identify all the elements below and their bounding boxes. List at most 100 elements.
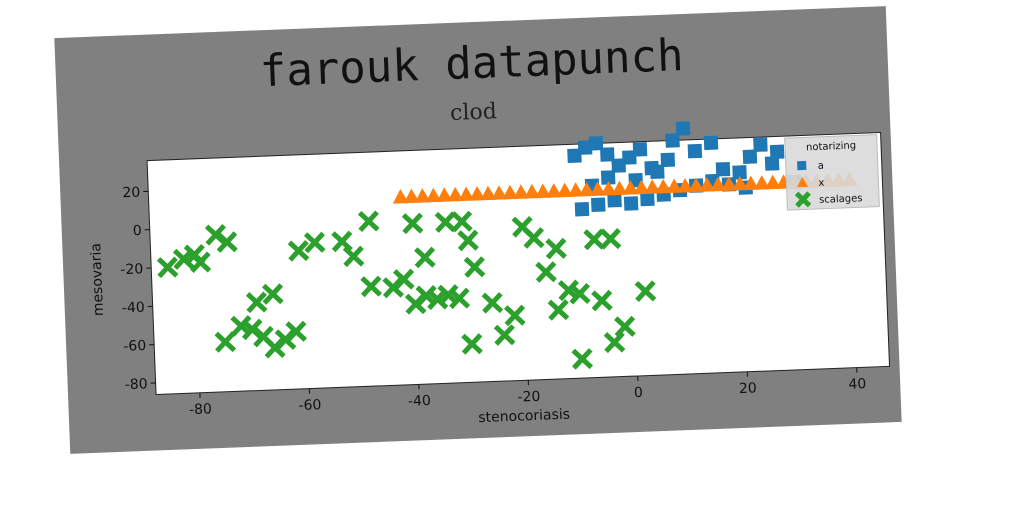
data-point-x xyxy=(458,186,475,202)
x-tick-label: 20 xyxy=(739,380,757,397)
data-point-scalages xyxy=(614,315,636,338)
data-point-x xyxy=(535,183,552,199)
data-point-x xyxy=(710,176,727,192)
data-point-a xyxy=(742,149,758,164)
y-tick-label: -60 xyxy=(123,338,146,355)
x-axis-label: stenocoriasis xyxy=(478,407,570,427)
data-point-a xyxy=(675,121,691,136)
y-tick-label: -40 xyxy=(122,300,145,317)
data-point-scalages xyxy=(603,331,626,354)
data-point-x xyxy=(447,186,464,202)
scatter-plot: -80 -60 -40 -20 0 20 40 20 0 -20 -40 -60 -80 stenoc… xyxy=(88,121,891,427)
data-point-a xyxy=(644,160,659,176)
data-point-scalages xyxy=(393,268,415,291)
data-marks xyxy=(156,121,858,370)
legend-box xyxy=(784,134,880,211)
data-point-x xyxy=(743,175,760,191)
data-point-x xyxy=(622,180,639,195)
data-point-x xyxy=(765,174,782,190)
chart-card: farouk datapunch clod -80 -60 -40 -20 0 20 40 … xyxy=(54,6,902,454)
data-point-a xyxy=(611,158,626,173)
data-point-x xyxy=(666,178,683,194)
data-point-x xyxy=(797,177,809,188)
data-point-x xyxy=(589,181,606,197)
data-point-scalages xyxy=(535,261,557,283)
x-tick-label: -80 xyxy=(189,401,212,418)
data-point-scalages xyxy=(414,246,436,269)
data-point-x xyxy=(469,186,486,201)
data-point-x xyxy=(688,177,705,193)
data-point-scalages xyxy=(214,331,237,353)
data-point-a xyxy=(600,147,615,162)
data-point-x xyxy=(414,188,431,203)
data-point-a xyxy=(732,165,747,180)
data-point-x xyxy=(699,177,716,192)
data-point-x xyxy=(491,185,508,200)
y-tick-label: -20 xyxy=(120,261,143,278)
data-point-x xyxy=(436,187,453,202)
data-point-a xyxy=(703,135,719,151)
data-point-scalages xyxy=(599,228,622,250)
y-tick-label: 20 xyxy=(122,185,140,202)
data-point-x xyxy=(480,185,497,201)
legend: notarizing ax scalages xyxy=(784,134,880,211)
data-point-x xyxy=(546,183,563,198)
data-point-scalages xyxy=(434,211,457,233)
data-point-scalages xyxy=(583,228,605,251)
data-point-a xyxy=(600,170,616,185)
legend-label: a xyxy=(818,161,825,172)
data-point-a xyxy=(588,136,604,151)
data-point-x xyxy=(721,176,738,192)
data-point-scalages xyxy=(216,231,238,253)
data-point-x xyxy=(633,179,650,195)
data-point-a xyxy=(632,142,648,157)
data-point-scalages xyxy=(634,280,657,303)
y-tick-label: -80 xyxy=(125,376,148,393)
data-point-a xyxy=(665,133,680,148)
data-point-a xyxy=(622,150,637,165)
data-point-scalages xyxy=(568,282,591,305)
data-point-scalages xyxy=(481,292,504,314)
data-point-x xyxy=(600,180,617,196)
data-point-a xyxy=(769,144,785,160)
data-point-x xyxy=(754,175,771,190)
x-tick-label: 0 xyxy=(634,385,644,401)
data-point-scalages xyxy=(522,227,545,249)
data-point-a xyxy=(753,137,768,153)
data-point-x xyxy=(513,184,530,200)
data-point-x xyxy=(677,178,694,193)
data-point-a xyxy=(607,193,622,208)
data-point-scalages xyxy=(303,231,326,254)
data-point-x xyxy=(568,182,585,197)
data-point-scalages xyxy=(571,348,594,370)
data-point-scalages xyxy=(360,275,382,298)
data-point-scalages xyxy=(457,229,479,252)
data-point-x xyxy=(524,183,541,199)
data-point-scalages xyxy=(545,237,567,260)
y-axis-ticks: 20 0 -20 -40 -60 -80 xyxy=(120,185,156,393)
data-point-scalages xyxy=(547,299,570,321)
data-point-a xyxy=(660,152,676,168)
data-point-a xyxy=(797,160,807,171)
data-point-x xyxy=(403,188,420,204)
data-point-scalages xyxy=(245,291,268,314)
data-point-scalages xyxy=(591,289,613,312)
data-point-scalages xyxy=(401,212,424,235)
data-point-x xyxy=(392,188,409,204)
data-point-x xyxy=(557,182,574,198)
x-tick-label: 40 xyxy=(848,376,866,393)
plot-area xyxy=(146,131,891,395)
data-point-scalages xyxy=(342,245,365,268)
data-point-scalages xyxy=(357,210,380,233)
data-point-a xyxy=(577,140,593,155)
y-axis-label: mesovaria xyxy=(88,243,107,317)
data-point-scalages xyxy=(262,283,284,305)
data-point-scalages xyxy=(331,230,353,253)
data-point-a xyxy=(640,191,655,207)
data-point-a xyxy=(567,148,582,164)
legend-title: notarizing xyxy=(806,140,856,153)
data-point-a xyxy=(715,161,731,177)
x-axis-ticks: -80 -60 -40 -20 0 20 40 xyxy=(189,367,867,418)
data-point-a xyxy=(574,201,590,217)
data-point-a xyxy=(623,196,639,211)
